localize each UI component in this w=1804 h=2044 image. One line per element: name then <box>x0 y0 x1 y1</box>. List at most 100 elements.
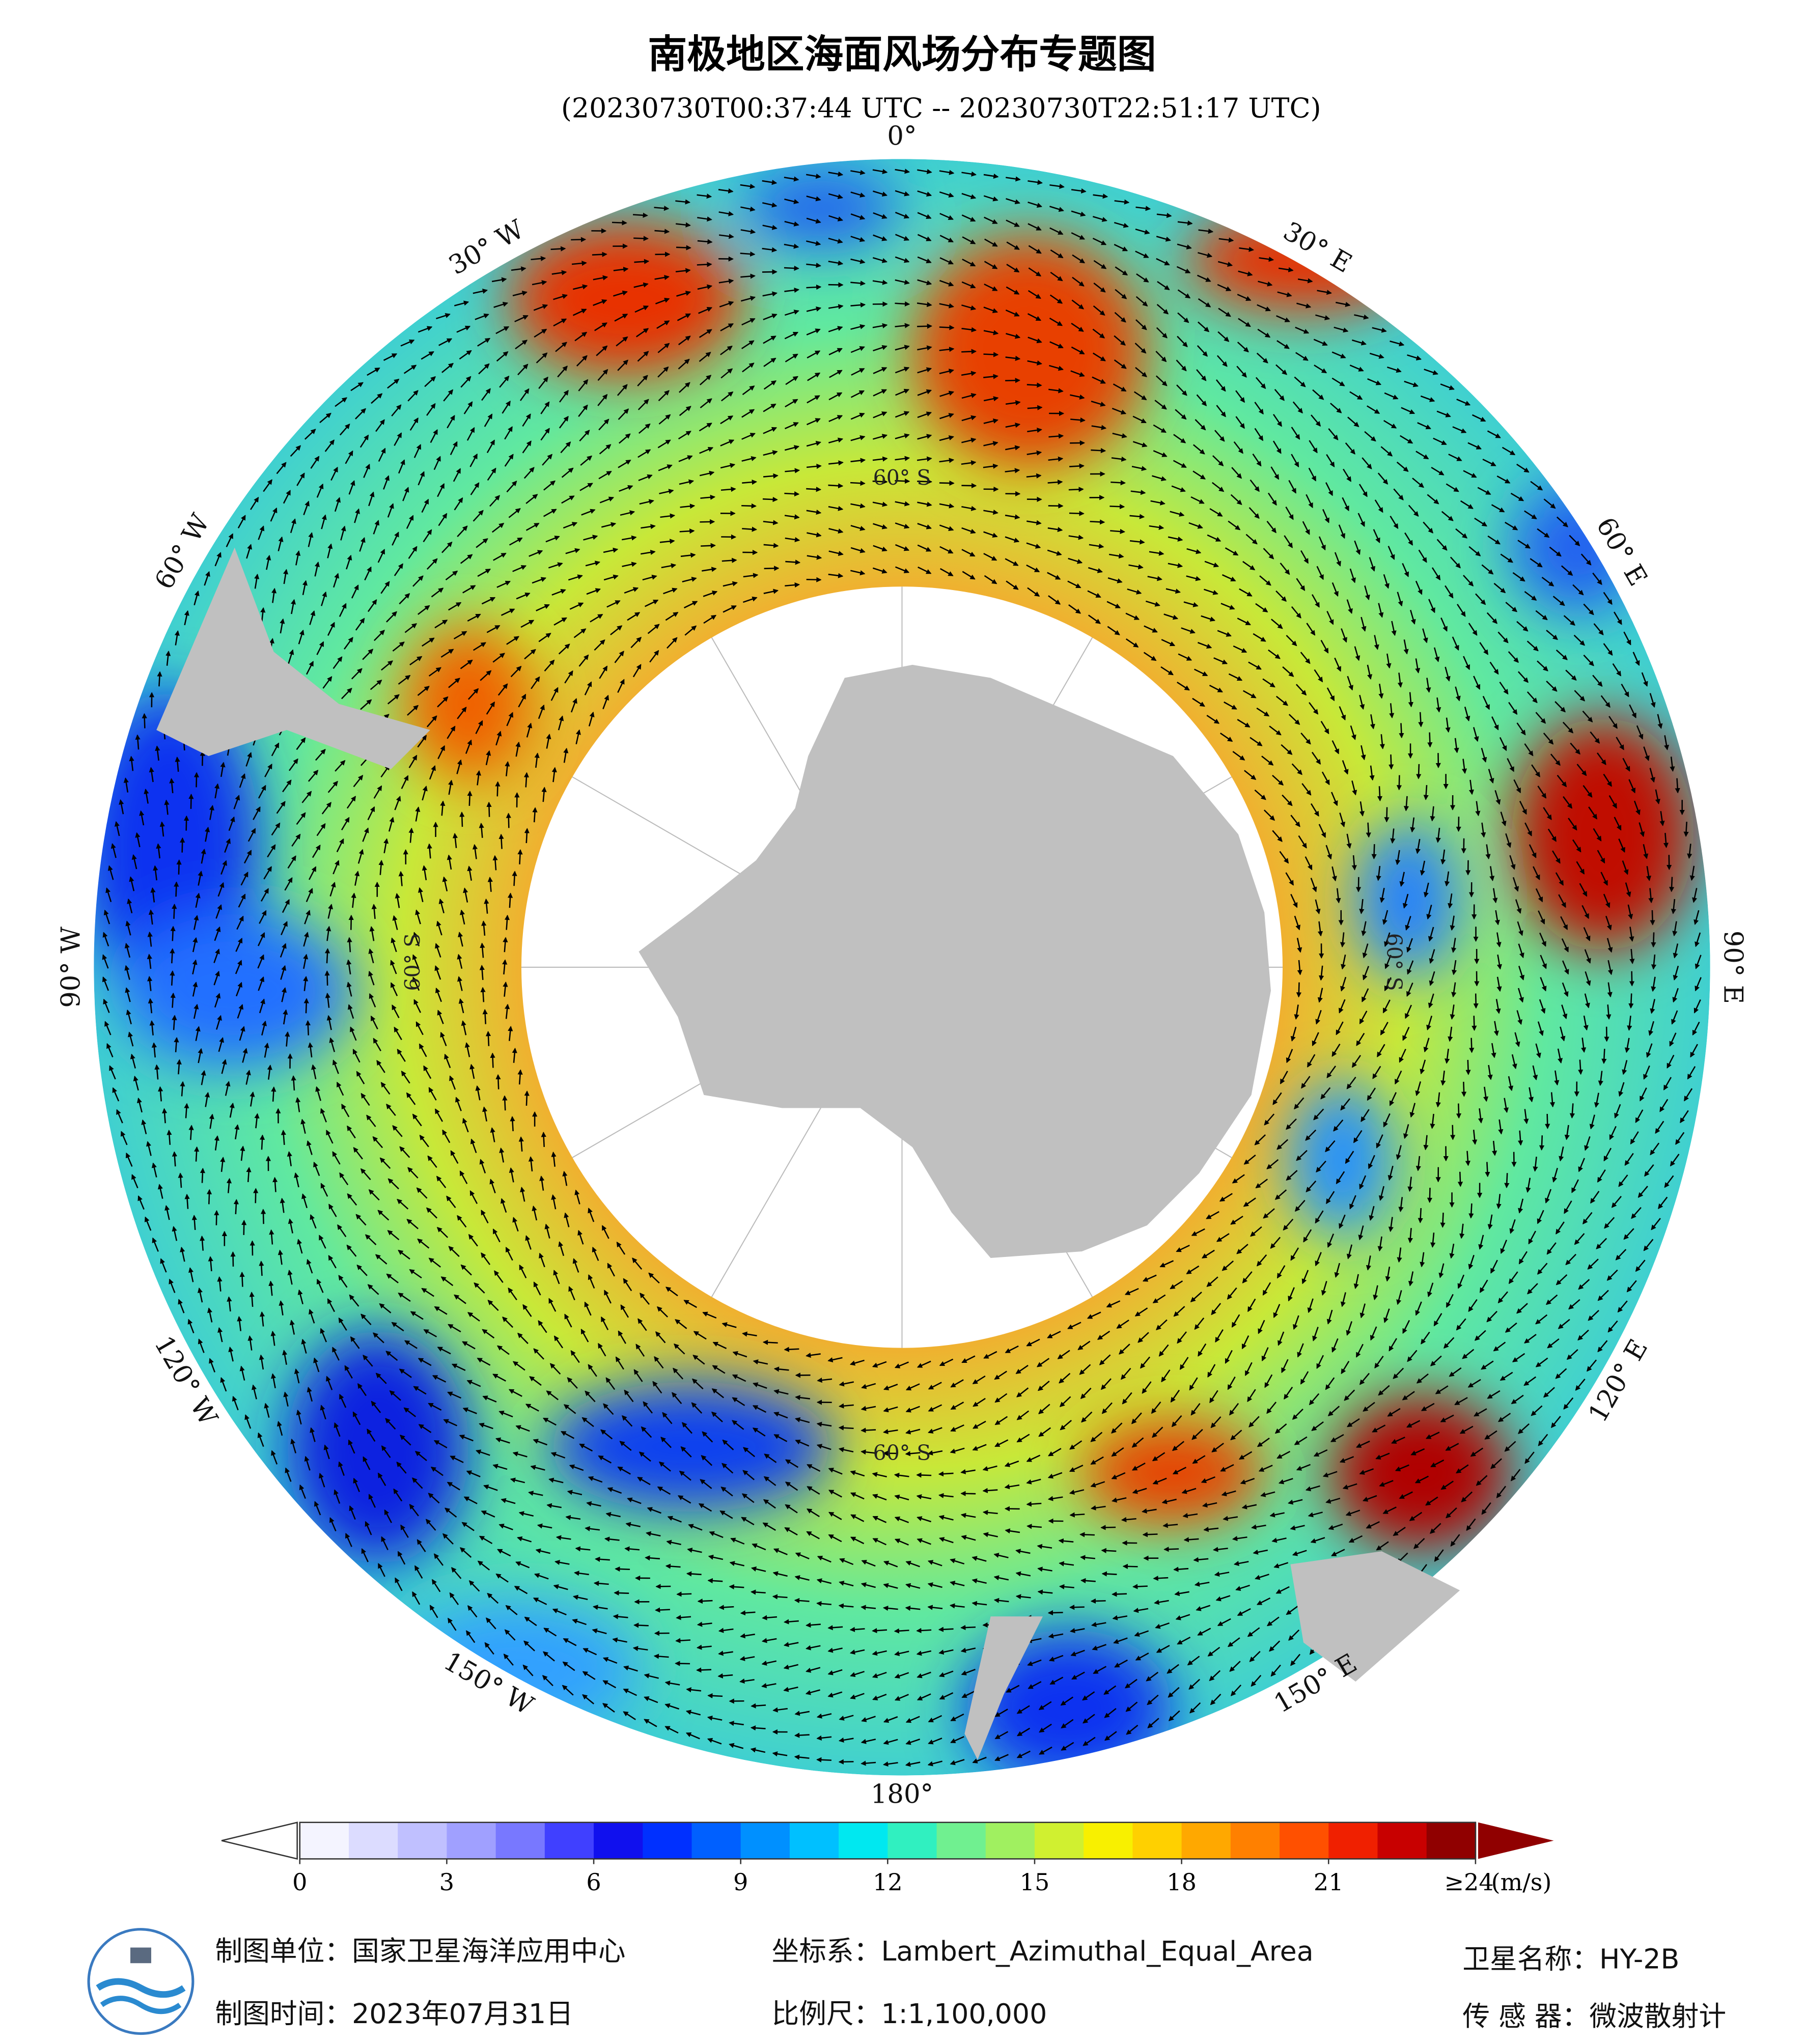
wind-arrow <box>1346 1077 1356 1089</box>
wind-arrow <box>905 1406 920 1413</box>
wind-arrow <box>806 1353 821 1358</box>
wind-arrow <box>961 527 976 534</box>
wind-arrow <box>1315 1010 1322 1025</box>
wind-arrow <box>1192 697 1205 707</box>
wind-arrow <box>1248 661 1262 670</box>
wind-arrow <box>763 543 779 548</box>
wind-arrow <box>817 1377 832 1383</box>
wind-arrow <box>895 566 910 573</box>
wind-arrow <box>1121 1367 1131 1380</box>
wind-arrow <box>721 1322 737 1328</box>
wind-arrow <box>526 722 533 738</box>
wind-arrow <box>539 1175 545 1191</box>
wind-arrow <box>718 1605 734 1610</box>
lat-label: 60° S <box>1382 933 1406 991</box>
wind-arrow <box>1297 960 1302 975</box>
wind-arrow <box>1217 630 1232 637</box>
wind-arrow <box>1128 564 1144 570</box>
wind-arrow <box>588 1208 595 1222</box>
wind-arrow <box>534 752 540 768</box>
colorbar-under <box>221 1822 298 1860</box>
wind-arrow <box>1326 1066 1337 1079</box>
wind-arrow <box>665 611 679 621</box>
wind-arrow <box>472 844 478 859</box>
wind-arrow <box>1312 1032 1319 1047</box>
wind-arrow <box>850 570 866 576</box>
wind-arrow <box>1266 1159 1279 1169</box>
wind-arrow <box>983 1351 997 1359</box>
wind-arrow <box>742 596 758 603</box>
wind-arrow <box>303 998 309 1014</box>
wind-arrow <box>1140 1356 1151 1369</box>
wind-arrow <box>1026 564 1040 573</box>
wind-arrow <box>917 544 932 552</box>
wind-arrow <box>983 531 998 538</box>
wind-arrow <box>1111 480 1126 486</box>
wind-arrow <box>1362 988 1369 1002</box>
wind-arrow <box>1194 668 1208 677</box>
logo <box>87 1928 195 2035</box>
colorbar-swatch <box>839 1822 889 1859</box>
wind-arrow <box>692 1355 705 1365</box>
wind-arrow <box>1048 595 1061 605</box>
wind-arrow <box>806 284 822 290</box>
wind-arrow <box>785 537 800 543</box>
wind-arrow <box>142 713 147 729</box>
colorbar-swatch <box>398 1822 448 1859</box>
wind-arrow <box>1286 1170 1298 1181</box>
wind-arrow <box>1233 645 1247 653</box>
footer-unit: 制图单位：国家卫星海洋应用中心 <box>215 1935 625 1967</box>
longitude-label: 90° E <box>1718 931 1749 1004</box>
wind-arrow <box>828 550 844 556</box>
wind-arrow <box>960 1625 976 1631</box>
wind-arrow <box>961 549 976 557</box>
wind-arrow <box>1158 1344 1169 1357</box>
wind-arrow <box>1119 1343 1130 1355</box>
wind-arrow <box>1331 1043 1341 1057</box>
wind-arrow <box>1016 1387 1029 1397</box>
wind-arrow <box>1351 1055 1362 1068</box>
wind-arrow <box>633 236 649 241</box>
wind-arrow <box>1059 1373 1071 1384</box>
wind-arrow <box>1318 824 1326 838</box>
wind-arrow <box>1578 1059 1584 1075</box>
wind-arrow <box>1100 1378 1112 1390</box>
lat-label: 60° S <box>873 466 931 490</box>
wind-arrow <box>1147 576 1163 581</box>
wind-arrow <box>630 636 642 649</box>
wind-arrow <box>648 1272 660 1284</box>
wind-arrow <box>828 483 844 489</box>
wind-arrow <box>510 1116 515 1132</box>
wind-arrow <box>467 791 473 806</box>
wind-arrow <box>1068 557 1083 564</box>
wind-arrow <box>492 855 498 871</box>
wind-arrow <box>1006 580 1019 590</box>
wind-arrow <box>1313 1108 1324 1121</box>
wind-arrow <box>1305 856 1313 871</box>
wind-arrow <box>558 1241 565 1256</box>
wind-arrow <box>482 1106 488 1122</box>
wind-arrow <box>1183 601 1199 607</box>
wind-arrow <box>588 1274 595 1289</box>
wind-arrow <box>200 1167 206 1183</box>
wind-arrow <box>918 566 932 574</box>
wind-arrow <box>1272 830 1283 842</box>
wind-arrow <box>742 1331 757 1337</box>
wind-arrow <box>1237 719 1251 728</box>
wind-arrow <box>261 1209 266 1224</box>
wind-arrow <box>1418 1208 1423 1223</box>
wind-arrow <box>1087 590 1101 598</box>
wind-arrow <box>1311 751 1321 765</box>
wind-arrow <box>489 1179 496 1194</box>
wind-arrow <box>1272 775 1284 786</box>
wind-arrow <box>1125 612 1140 620</box>
wind-arrow <box>732 1351 747 1358</box>
wind-arrow <box>1026 520 1042 525</box>
wind-arrow <box>873 545 887 552</box>
wind-arrow <box>1069 1605 1085 1610</box>
wind-arrow <box>1281 744 1293 755</box>
wind-arrow <box>1254 789 1266 800</box>
wind-arrow <box>503 937 508 953</box>
wind-arrow <box>572 1258 579 1273</box>
wind-arrow <box>1339 813 1346 828</box>
